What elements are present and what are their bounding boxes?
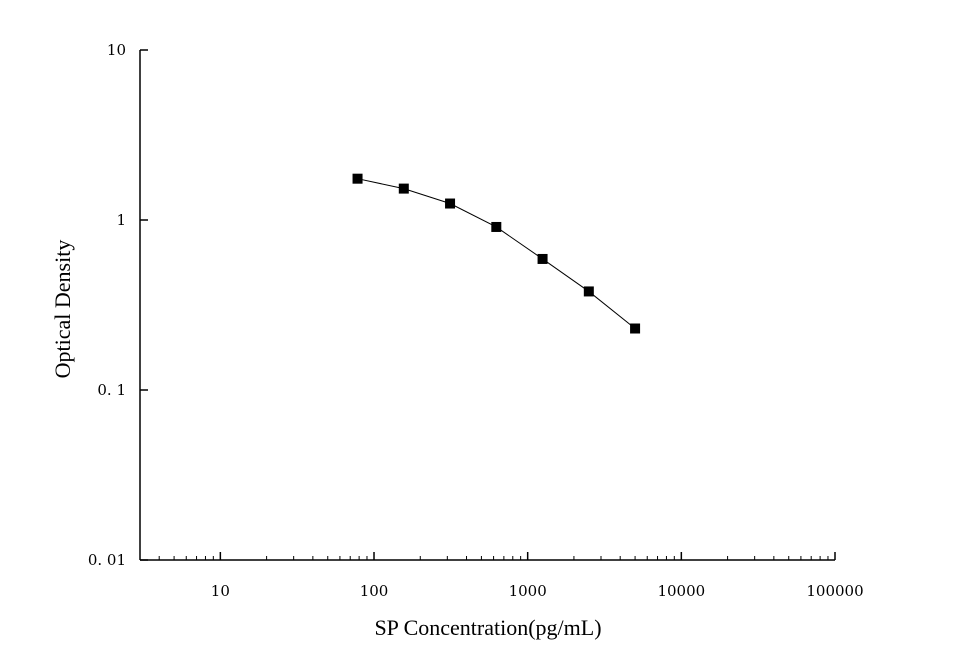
data-point: [352, 173, 363, 184]
axes: [139, 50, 835, 561]
series: [352, 173, 641, 334]
x-tick-label: 10000: [657, 582, 705, 600]
y-tick-label: 10: [107, 41, 126, 59]
data-point: [583, 286, 594, 297]
y-tick-label: 0. 1: [97, 381, 126, 399]
x-tick-label: 10: [211, 582, 230, 600]
tick-labels: 10 100 1000 10000 100000 0. 01 0. 1 1 10: [88, 41, 864, 600]
data-point: [445, 198, 456, 209]
x-axis-title: SP Concentration(pg/mL): [374, 615, 601, 640]
data-point: [630, 323, 641, 334]
data-point: [491, 221, 502, 232]
data-point: [537, 253, 548, 264]
y-tick-label: 0. 01: [88, 551, 126, 569]
series-line: [357, 178, 636, 329]
x-tick-label: 100: [360, 582, 389, 600]
data-point: [398, 183, 409, 194]
ticks: [139, 49, 836, 561]
x-tick-label: 1000: [509, 582, 547, 600]
y-axis-title: Optical Density: [50, 240, 75, 379]
x-tick-label: 100000: [806, 582, 863, 600]
y-tick-label: 1: [116, 211, 126, 229]
